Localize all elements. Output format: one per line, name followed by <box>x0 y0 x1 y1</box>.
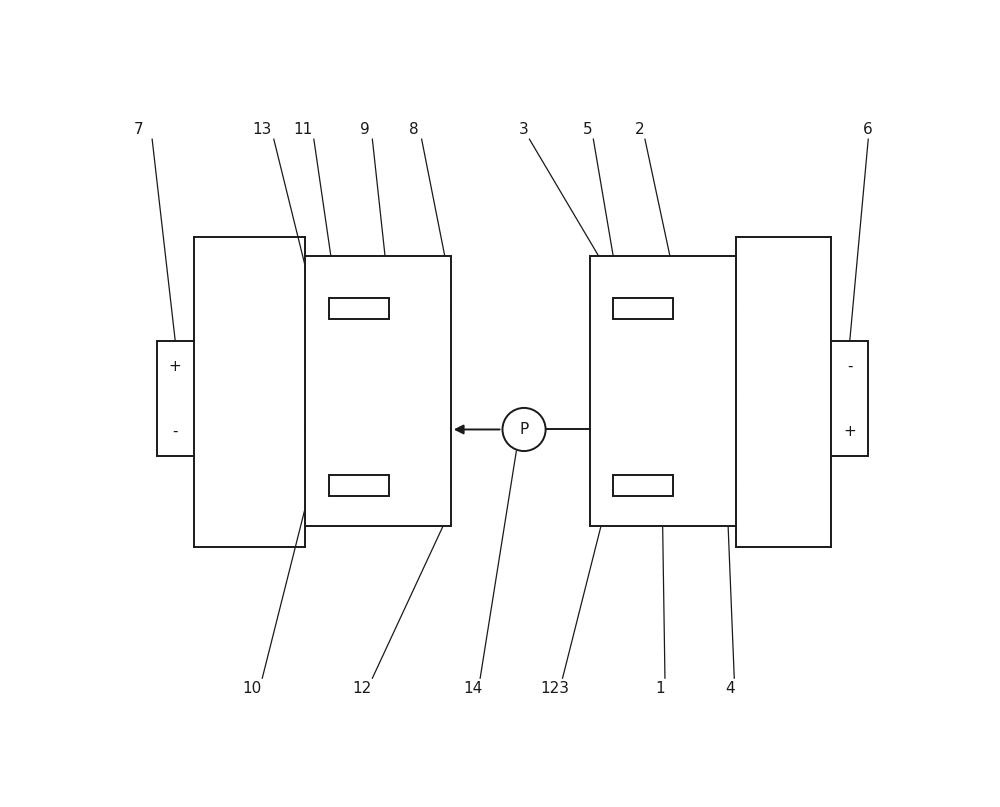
Bar <box>305 257 451 525</box>
Text: 3: 3 <box>519 122 529 136</box>
Text: 6: 6 <box>863 122 873 136</box>
Bar <box>590 257 736 525</box>
Text: 8: 8 <box>409 122 419 136</box>
Text: 12: 12 <box>353 681 372 696</box>
Text: 7: 7 <box>133 122 143 136</box>
Text: +: + <box>169 359 182 374</box>
Text: P: P <box>519 422 529 437</box>
Bar <box>329 298 389 320</box>
Text: 2: 2 <box>635 122 644 136</box>
Text: 9: 9 <box>360 122 370 136</box>
Bar <box>157 341 194 457</box>
Bar <box>613 475 673 496</box>
Text: 14: 14 <box>463 681 482 696</box>
Text: 5: 5 <box>583 122 593 136</box>
Text: 123: 123 <box>540 681 569 696</box>
Text: +: + <box>843 424 856 438</box>
Text: 10: 10 <box>243 681 262 696</box>
Text: -: - <box>847 359 853 374</box>
Text: 1: 1 <box>656 681 665 696</box>
Bar <box>329 475 389 496</box>
Text: 13: 13 <box>253 122 272 136</box>
Text: 4: 4 <box>725 681 734 696</box>
Text: -: - <box>172 424 178 438</box>
Bar <box>613 298 673 320</box>
Text: 11: 11 <box>293 122 313 136</box>
Bar <box>831 341 868 457</box>
